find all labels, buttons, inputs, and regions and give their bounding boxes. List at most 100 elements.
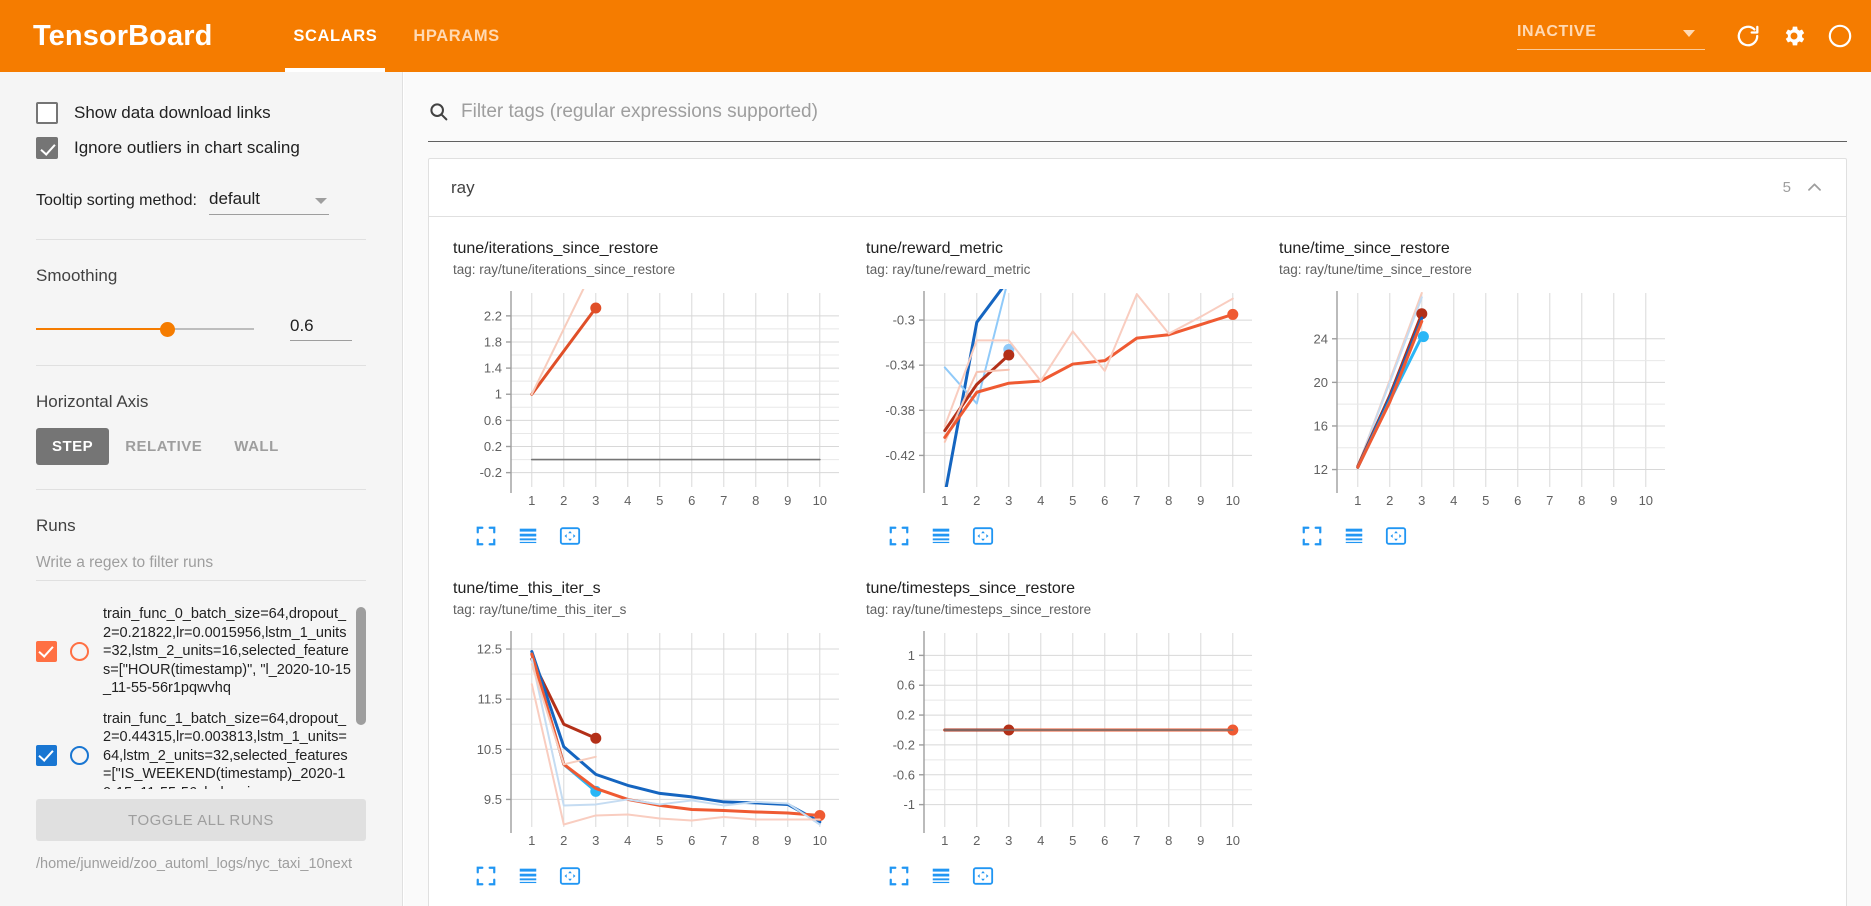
svg-text:4: 4 (1450, 493, 1457, 508)
runs-filter-input[interactable]: Write a regex to filter runs (36, 554, 366, 581)
svg-text:6: 6 (1101, 833, 1108, 848)
chart-plot-area[interactable]: -1 -0.6 -0.2 0.2 0.6 1 1 2 3 4 5 6 7 8 9 10 (866, 625, 1258, 857)
run-label: train_func_0_batch_size=64,dropout_2=0.2… (103, 606, 351, 696)
svg-text:-0.42: -0.42 (885, 448, 915, 463)
fit-domain-icon[interactable] (972, 525, 994, 547)
list-item[interactable]: train_func_0_batch_size=64,dropout_2=0.2… (36, 599, 366, 704)
toggle-y-axis-icon[interactable] (517, 525, 539, 547)
expand-chart-icon[interactable] (1301, 525, 1323, 547)
reload-status-dropdown[interactable]: INACTIVE (1517, 23, 1709, 50)
fit-domain-icon[interactable] (559, 525, 581, 547)
fit-domain-icon[interactable] (972, 865, 994, 887)
top-bar-actions: INACTIVE (1517, 0, 1871, 72)
expand-chart-icon[interactable] (475, 525, 497, 547)
svg-text:5: 5 (656, 493, 663, 508)
runs-list[interactable]: train_func_0_batch_size=64,dropout_2=0.2… (36, 599, 366, 789)
svg-text:10: 10 (1226, 493, 1240, 508)
svg-text:20: 20 (1314, 375, 1328, 390)
toggle-all-runs-button[interactable]: TOGGLE ALL RUNS (36, 799, 366, 841)
svg-text:5: 5 (656, 833, 663, 848)
svg-text:8: 8 (1165, 493, 1172, 508)
tag-filter-input[interactable]: Filter tags (regular expressions support… (461, 100, 818, 122)
svg-text:10: 10 (1226, 833, 1240, 848)
horizontal-axis-title: Horizontal Axis (36, 392, 149, 411)
svg-text:5: 5 (1069, 833, 1076, 848)
svg-text:7: 7 (1133, 833, 1140, 848)
checkbox-ignore-outliers[interactable] (36, 137, 58, 159)
option-ignore-outliers[interactable]: Ignore outliers in chart scaling (36, 131, 366, 165)
svg-text:3: 3 (592, 833, 599, 848)
chart-tag: tag: ray/tune/timesteps_since_restore (866, 602, 1092, 617)
svg-text:8: 8 (1578, 493, 1585, 508)
scalars-main-panel: Filter tags (regular expressions support… (404, 72, 1871, 906)
tag-filter-row[interactable]: Filter tags (regular expressions support… (428, 84, 1847, 142)
chart-toolbar (1301, 525, 1678, 547)
refresh-icon[interactable] (1725, 13, 1771, 59)
chart-plot-area[interactable]: 9.5 10.5 11.5 12.5 1 2 3 4 5 6 7 8 9 10 (453, 625, 845, 857)
svg-text:7: 7 (720, 493, 727, 508)
tab-hparams[interactable]: HPARAMS (413, 26, 500, 45)
expand-chart-icon[interactable] (888, 865, 910, 887)
runs-list-scrollbar[interactable] (356, 607, 366, 725)
svg-text:2: 2 (1386, 493, 1393, 508)
help-icon[interactable] (1817, 13, 1863, 59)
svg-text:10: 10 (813, 833, 827, 848)
svg-text:7: 7 (1546, 493, 1553, 508)
settings-gear-icon[interactable] (1771, 13, 1817, 59)
svg-text:10: 10 (1639, 493, 1653, 508)
smoothing-slider[interactable] (36, 320, 254, 338)
option-label: Ignore outliers in chart scaling (74, 138, 300, 157)
toggle-y-axis-icon[interactable] (930, 865, 952, 887)
slider-knob[interactable] (159, 321, 175, 337)
run-checkbox[interactable] (36, 745, 57, 767)
svg-text:-0.38: -0.38 (885, 403, 915, 418)
toggle-y-axis-icon[interactable] (930, 525, 952, 547)
chart-toolbar (475, 525, 852, 547)
axis-option-wall[interactable]: WALL (234, 438, 279, 455)
expand-chart-icon[interactable] (888, 525, 910, 547)
fit-domain-icon[interactable] (1385, 525, 1407, 547)
fit-domain-icon[interactable] (559, 865, 581, 887)
chart-plot-area[interactable]: -0.2 0.2 0.6 1 1.4 1.8 2.2 1 2 3 4 5 6 7 8 9 10 (453, 285, 845, 517)
tag-group-count: 5 (1782, 179, 1791, 196)
svg-text:-0.6: -0.6 (893, 767, 915, 782)
divider (36, 365, 366, 366)
tag-group-ray: ray 5 tune/iterations_since_restore tag: … (428, 158, 1847, 906)
chart-plot-area[interactable]: -0.42 -0.38 -0.34 -0.3 1 2 3 4 5 6 7 8 9 10 (866, 285, 1258, 517)
expand-chart-icon[interactable] (475, 865, 497, 887)
svg-text:4: 4 (624, 493, 631, 508)
svg-text:7: 7 (1133, 493, 1140, 508)
chevron-up-icon[interactable] (1805, 178, 1824, 197)
svg-text:24: 24 (1314, 331, 1328, 346)
smoothing-value-input[interactable]: 0.6 (290, 316, 352, 341)
run-checkbox[interactable] (36, 640, 57, 662)
svg-text:0.2: 0.2 (484, 439, 502, 454)
tag-group-header[interactable]: ray 5 (429, 159, 1846, 217)
axis-option-step[interactable]: STEP (36, 428, 110, 465)
chart-card: tune/reward_metric tag: ray/tune/reward_m… (852, 225, 1265, 565)
tab-scalars[interactable]: SCALARS (275, 0, 395, 72)
svg-text:3: 3 (1005, 833, 1012, 848)
svg-text:6: 6 (688, 493, 695, 508)
checkbox-show-download-links[interactable] (36, 102, 58, 124)
svg-text:5: 5 (1482, 493, 1489, 508)
chart-tag: tag: ray/tune/iterations_since_restore (453, 262, 676, 277)
run-color-swatch[interactable] (70, 641, 89, 661)
list-item[interactable]: train_func_1_batch_size=64,dropout_2=0.4… (36, 704, 366, 789)
run-color-swatch[interactable] (70, 746, 89, 766)
option-show-download-links[interactable]: Show data download links (36, 96, 366, 130)
svg-text:0.6: 0.6 (484, 413, 502, 428)
svg-text:9.5: 9.5 (484, 792, 502, 807)
axis-option-relative[interactable]: RELATIVE (125, 438, 203, 455)
svg-text:-1: -1 (903, 797, 915, 812)
toggle-y-axis-icon[interactable] (1343, 525, 1365, 547)
svg-text:3: 3 (1418, 493, 1425, 508)
svg-text:8: 8 (1165, 833, 1172, 848)
divider (36, 239, 366, 240)
svg-text:2: 2 (973, 493, 980, 508)
svg-text:1: 1 (528, 833, 535, 848)
svg-text:4: 4 (1037, 833, 1044, 848)
chart-plot-area[interactable]: 12 16 20 24 1 2 3 4 5 6 7 8 9 10 (1279, 285, 1671, 517)
toggle-y-axis-icon[interactable] (517, 865, 539, 887)
tooltip-sorting-select[interactable]: default (208, 189, 329, 215)
